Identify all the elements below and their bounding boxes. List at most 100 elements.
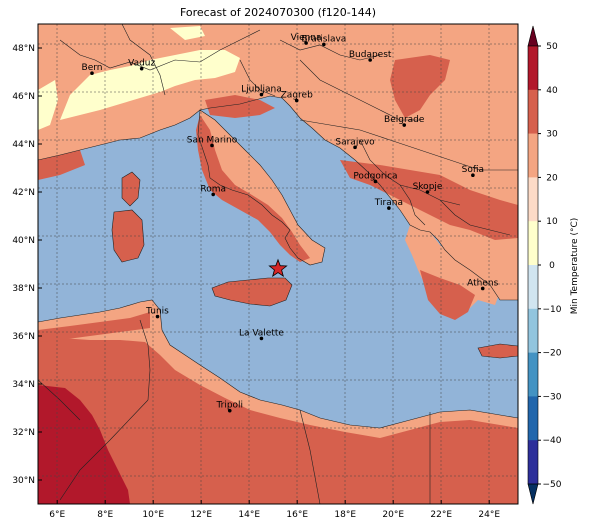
city-label: Bratislava bbox=[301, 34, 346, 44]
colorbar-segment bbox=[528, 440, 538, 485]
colorbar-segment bbox=[528, 89, 538, 134]
colorbar-tick-label: −10 bbox=[543, 305, 562, 315]
city-dot bbox=[353, 145, 357, 150]
colorbar-extend-bottom bbox=[527, 483, 539, 505]
land-sicily bbox=[212, 278, 292, 306]
colorbar-segment bbox=[528, 265, 538, 310]
colorbar-label: Min Temperature (°C) bbox=[570, 218, 580, 315]
city-dot bbox=[294, 98, 299, 103]
lat-label: 44°N bbox=[12, 140, 35, 150]
city-dot bbox=[139, 66, 144, 71]
colorbar-tick-label: 20 bbox=[546, 173, 558, 183]
city-label: Sofia bbox=[462, 165, 484, 175]
map-frame bbox=[37, 23, 519, 505]
city-dot bbox=[304, 41, 308, 45]
lon-label: 20°E bbox=[382, 510, 404, 520]
city-dot bbox=[480, 286, 485, 291]
colorbar-segment bbox=[528, 308, 538, 353]
city-dot bbox=[210, 143, 214, 148]
latitude-labels: 48°N 46°N 44°N 42°N 40°N 38°N 36°N 34°N 32°N 30°N bbox=[12, 44, 42, 486]
star-marker bbox=[268, 258, 288, 278]
colorbar: 50 40 30 20 10 0 −10 −20 −30 −40 −50 bbox=[527, 25, 562, 505]
city-dot bbox=[368, 58, 372, 62]
colorbar-tick-label: −30 bbox=[543, 392, 562, 402]
city-dot bbox=[387, 206, 391, 210]
city-label: Podgorica bbox=[353, 171, 397, 181]
colorbar-segment bbox=[528, 352, 538, 397]
colorbar-tick-label: 10 bbox=[546, 217, 558, 227]
lon-label: 14°E bbox=[238, 510, 260, 520]
lon-label: 24°E bbox=[478, 510, 500, 520]
city-label: Zagreb bbox=[281, 91, 313, 101]
lon-label: 12°E bbox=[190, 510, 212, 520]
colorbar-extend-top bbox=[527, 25, 539, 47]
colorbar-segment bbox=[528, 396, 538, 441]
colorbar-segment bbox=[528, 133, 538, 178]
warm-zone-pannonia bbox=[390, 55, 450, 118]
colorbar-segment bbox=[528, 177, 538, 222]
city-label: Tripoli bbox=[215, 401, 243, 411]
city-dot bbox=[227, 408, 232, 413]
lat-label: 32°N bbox=[12, 428, 35, 438]
city-label: Skopje bbox=[413, 182, 443, 192]
warm-zone-africa bbox=[38, 338, 518, 504]
city-dot bbox=[259, 92, 264, 97]
colorbar-tick-label: 50 bbox=[546, 42, 558, 52]
city-dot bbox=[425, 190, 430, 194]
city-label: Vienna bbox=[291, 33, 322, 43]
lat-label: 46°N bbox=[12, 92, 35, 102]
city-label: Bern bbox=[82, 63, 103, 73]
colorbar-segment bbox=[528, 46, 538, 91]
colorbar-tick-label: −50 bbox=[543, 480, 562, 490]
city-label: Tirana bbox=[374, 198, 403, 208]
lat-label: 40°N bbox=[12, 236, 35, 246]
warm-zone-po bbox=[205, 95, 275, 118]
land-italy bbox=[198, 110, 325, 265]
colorbar-tick-label: 30 bbox=[546, 130, 558, 140]
colorbar-segment bbox=[528, 221, 538, 266]
city-dot bbox=[471, 173, 475, 177]
city-dot bbox=[259, 336, 264, 341]
lon-label: 10°E bbox=[142, 510, 164, 520]
lat-label: 30°N bbox=[12, 476, 35, 486]
city-dot bbox=[90, 71, 94, 75]
longitude-labels: 6°E 8°E 10°E 12°E 14°E 16°E 18°E 20°E 22°E 24°E bbox=[49, 500, 500, 520]
city-label: Belgrade bbox=[384, 115, 425, 125]
colorbar-tick-label: 40 bbox=[546, 86, 558, 96]
colorbar-tick-label: −40 bbox=[543, 436, 562, 446]
city-dot bbox=[155, 314, 160, 319]
city-label: La Valette bbox=[239, 328, 284, 338]
alpine-cool-zone-2 bbox=[38, 80, 58, 130]
land-greece bbox=[405, 225, 500, 318]
alpine-cool-zone bbox=[60, 50, 240, 120]
cool-patch-3 bbox=[170, 26, 205, 40]
hot-zone-africa bbox=[38, 385, 130, 504]
city-label: Athens bbox=[467, 278, 498, 288]
land-turkey bbox=[495, 238, 518, 300]
grid-lines bbox=[38, 24, 518, 504]
city-dot bbox=[373, 179, 378, 184]
map-title: Forecast of 2024070300 (f120-144) bbox=[179, 6, 377, 19]
city-label: Ljubljana bbox=[241, 85, 282, 95]
warm-zone-balkans bbox=[340, 160, 518, 250]
colorbar-tick-label: 0 bbox=[549, 261, 555, 271]
land-corsica bbox=[122, 172, 140, 206]
lon-label: 16°E bbox=[286, 510, 308, 520]
warm-zone-italy-coast bbox=[196, 115, 310, 262]
city-label: Roma bbox=[200, 184, 226, 194]
land-crete bbox=[478, 344, 518, 358]
lon-label: 22°E bbox=[430, 510, 452, 520]
lat-label: 38°N bbox=[12, 284, 35, 294]
warm-zone-greece bbox=[420, 270, 475, 320]
colorbar-tick-label: −20 bbox=[543, 349, 562, 359]
lat-label: 42°N bbox=[12, 188, 35, 198]
lon-label: 18°E bbox=[334, 510, 356, 520]
city-label: Vaduz bbox=[128, 59, 155, 69]
country-borders bbox=[38, 24, 518, 504]
city-label: Sarajevo bbox=[335, 137, 375, 147]
lat-label: 48°N bbox=[12, 44, 35, 54]
lon-label: 8°E bbox=[97, 510, 113, 520]
